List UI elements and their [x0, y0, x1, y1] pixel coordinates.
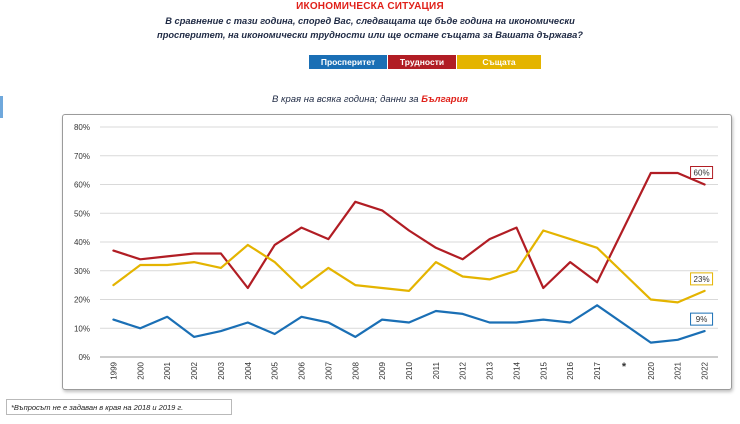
subtitle-text: В края на всяка година; данни за [272, 94, 422, 105]
y-tick-label: 80% [74, 123, 90, 132]
x-tick-label: 2009 [378, 361, 387, 379]
x-tick-label: 2016 [566, 361, 575, 379]
series-line-Трудности [112, 171, 706, 290]
x-tick-label: 1999 [109, 361, 118, 379]
x-tick-label: * [622, 361, 627, 373]
footnote: *Въпросът не е задаван в края на 2018 и … [6, 399, 232, 415]
x-tick-label: 2022 [701, 361, 710, 379]
data-label-box [690, 272, 714, 286]
x-tick-label: 2006 [298, 361, 307, 379]
data-label: 23% [694, 275, 710, 284]
x-tick-label: 2020 [647, 361, 656, 379]
x-tick-label: 2011 [432, 361, 441, 379]
legend-item-prosperity: Просперитет [309, 55, 387, 69]
legend: Просперитет Трудности Същата [309, 55, 541, 69]
series-line-Просперитет [112, 304, 706, 344]
series-line-Същата [112, 229, 706, 304]
subtitle-country: България [421, 94, 468, 105]
left-accent-bar [0, 96, 3, 118]
y-tick-label: 10% [74, 324, 90, 333]
x-tick-label: 2012 [459, 361, 468, 379]
y-tick-label: 40% [74, 238, 90, 247]
y-tick-label: 20% [74, 296, 90, 305]
survey-question: В сравнение с тази година, според Вас, с… [157, 16, 583, 40]
x-tick-label: 2021 [674, 361, 683, 379]
y-tick-label: 60% [74, 181, 90, 190]
data-label: 9% [696, 315, 708, 324]
x-tick-label: 2008 [351, 361, 360, 379]
chart-title: ИКОНОМИЧЕСКА СИТУАЦИЯ [296, 1, 444, 12]
x-tick-label: 2001 [163, 361, 172, 379]
chart-subtitle: В края на всяка година; данни за Българи… [0, 94, 740, 105]
x-tick-label: 2002 [190, 361, 199, 379]
chart-frame [62, 114, 732, 390]
y-tick-label: 50% [74, 209, 90, 218]
legend-item-same: Същата [457, 55, 541, 69]
data-label-box [690, 166, 714, 179]
x-tick-label: 2003 [217, 361, 226, 379]
x-tick-label: 2017 [593, 361, 602, 379]
data-label-box [690, 312, 714, 326]
y-tick-label: 30% [74, 267, 90, 276]
x-tick-label: 2014 [512, 361, 521, 379]
x-tick-label: 2005 [271, 361, 280, 379]
x-tick-label: 2010 [405, 361, 414, 379]
x-tick-label: 2004 [244, 361, 253, 379]
x-tick-label: 2015 [539, 361, 548, 379]
x-tick-label: 2007 [324, 361, 333, 379]
x-tick-label: 2013 [486, 361, 495, 379]
legend-item-difficulties: Трудности [388, 55, 456, 69]
y-tick-label: 0% [78, 353, 90, 362]
x-tick-label: 2000 [136, 361, 145, 379]
y-tick-label: 70% [74, 152, 90, 161]
data-label: 60% [694, 169, 710, 178]
